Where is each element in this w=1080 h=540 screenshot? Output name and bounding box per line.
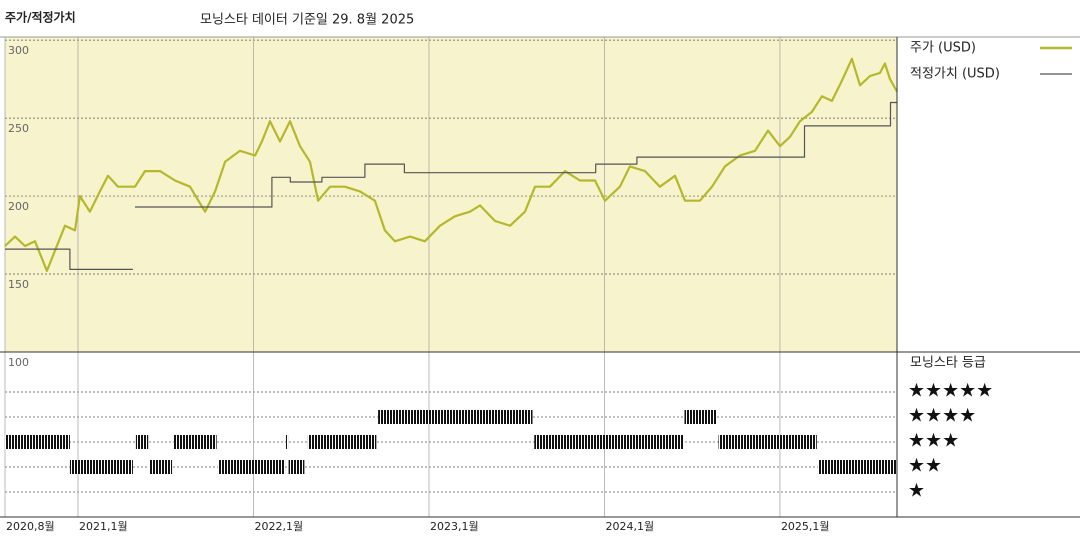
rating-bar — [5, 435, 70, 449]
rating-title: 모닝스타 등급 — [910, 356, 986, 371]
rating-bar — [534, 435, 684, 449]
rating-bar — [135, 435, 149, 449]
series-line — [5, 101, 897, 270]
plot-background — [5, 37, 897, 352]
y-tick-label: 200 — [8, 200, 29, 213]
rating-label: ★★ — [908, 455, 942, 477]
series-line — [4, 57, 898, 272]
x-tick-label: 2022,1월 — [254, 520, 303, 533]
x-tick-label: 2024,1월 — [605, 520, 654, 533]
x-tick-label: 2025,1월 — [781, 520, 830, 533]
y-tick-label: 150 — [8, 278, 29, 291]
rating-bar — [718, 435, 817, 449]
rating-bar — [149, 460, 173, 474]
x-tick-label: 2023,1월 — [430, 520, 479, 533]
rating-bar — [378, 410, 533, 424]
x-tick-label: 2020,8월 — [6, 520, 55, 533]
rating-bar — [288, 460, 305, 474]
rating-label: ★★★★★ — [908, 380, 993, 402]
chart-title: 주가/적정가치 — [5, 10, 76, 25]
rating-bar — [285, 435, 289, 449]
rating-bar — [818, 460, 897, 474]
rating-bar — [173, 435, 217, 449]
y-tick-label: 250 — [8, 122, 29, 135]
rating-label: ★★★★ — [908, 405, 976, 427]
rating-bar — [69, 460, 133, 474]
rating-bar — [218, 460, 286, 474]
x-tick-label: 2021,1월 — [79, 520, 128, 533]
rating-bar — [307, 435, 377, 449]
rating-bar — [684, 410, 717, 424]
rating-label: ★★★ — [908, 430, 959, 452]
legend-label: 적정가치 (USD) — [910, 67, 1000, 82]
legend-label: 주가 (USD) — [910, 41, 976, 56]
rating-label: ★ — [908, 480, 925, 502]
chart-subtitle: 모닝스타 데이터 기준일 29. 8월 2025 — [200, 13, 414, 28]
y-tick-label: 300 — [8, 44, 29, 57]
y-tick-label: 100 — [8, 356, 29, 369]
